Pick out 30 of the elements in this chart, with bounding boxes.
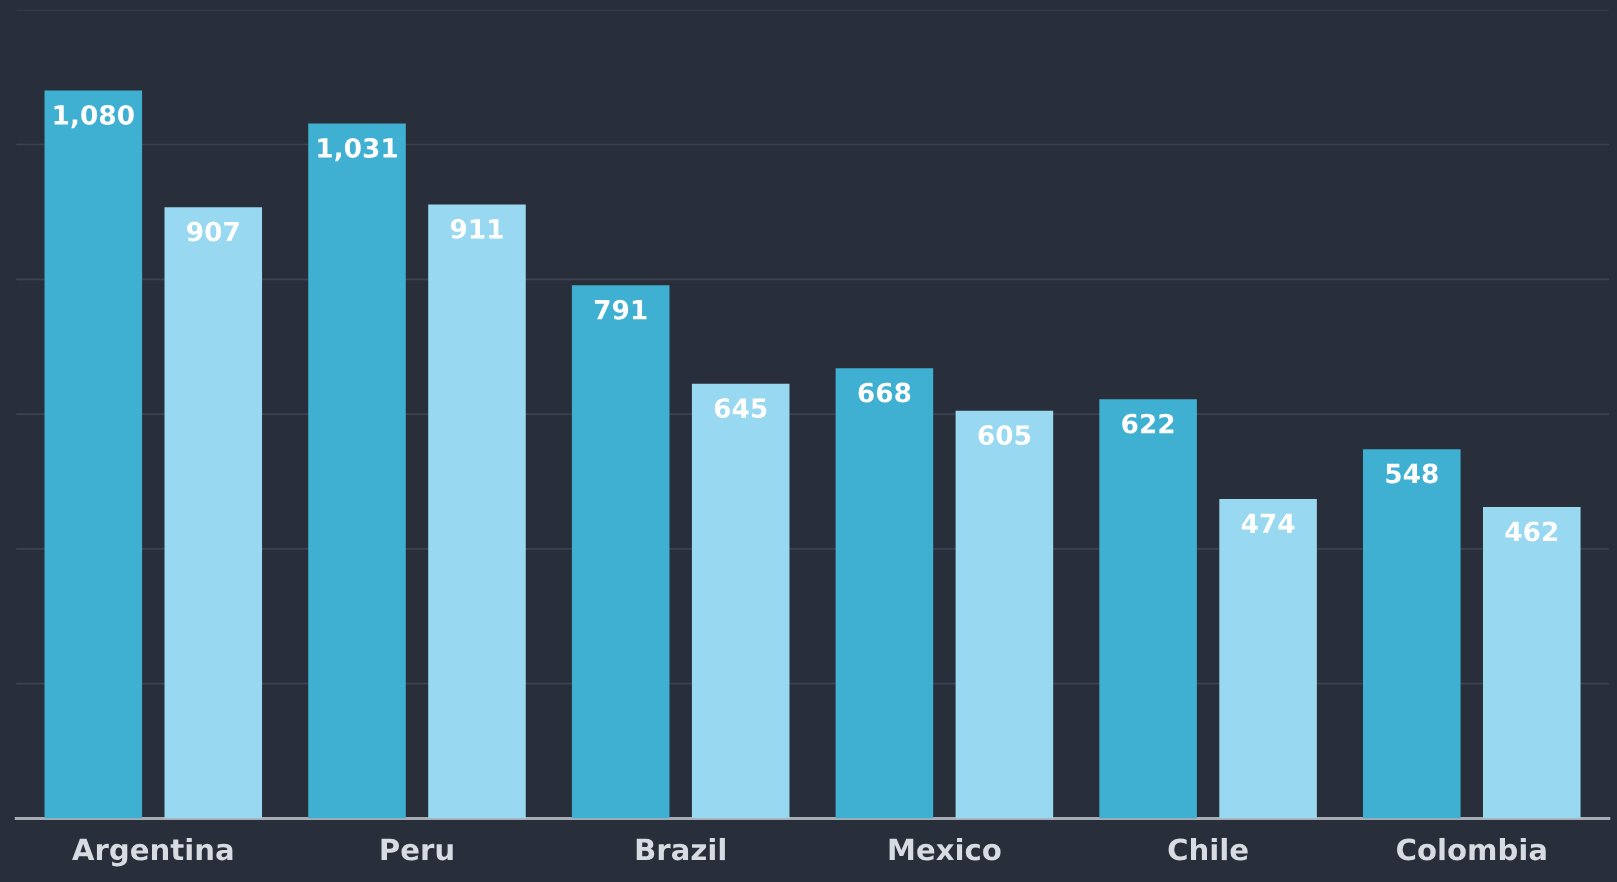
bar bbox=[44, 90, 143, 819]
data-label: 791 bbox=[594, 299, 647, 320]
bar bbox=[164, 207, 263, 819]
bar bbox=[308, 123, 406, 819]
x-tick-label: Colombia bbox=[1397, 837, 1546, 861]
bar bbox=[1483, 507, 1581, 819]
x-tick-label: Peru bbox=[381, 838, 453, 861]
data-label: 645 bbox=[714, 398, 767, 419]
data-label: 474 bbox=[1241, 513, 1295, 533]
data-label: 1,031 bbox=[318, 137, 397, 162]
bar bbox=[691, 383, 790, 819]
bar bbox=[571, 285, 670, 819]
data-label: 911 bbox=[450, 218, 503, 239]
bar bbox=[1219, 499, 1317, 819]
data-label: 622 bbox=[1122, 413, 1174, 434]
bar bbox=[1099, 399, 1197, 819]
data-label: 605 bbox=[978, 425, 1031, 446]
bar bbox=[835, 368, 934, 819]
data-label: 548 bbox=[1386, 463, 1438, 484]
data-label: 1,080 bbox=[54, 104, 134, 129]
data-label: 907 bbox=[187, 221, 239, 242]
bar bbox=[955, 410, 1054, 819]
data-label: 462 bbox=[1505, 521, 1558, 542]
x-tick-label: Mexico bbox=[889, 837, 1001, 861]
bar bbox=[428, 204, 526, 819]
x-tick-label: Argentina bbox=[72, 837, 233, 867]
x-tick-label: Brazil bbox=[636, 837, 725, 861]
data-label: 668 bbox=[858, 382, 911, 403]
bar bbox=[1363, 449, 1461, 819]
x-tick-label: Chile bbox=[1168, 837, 1248, 861]
